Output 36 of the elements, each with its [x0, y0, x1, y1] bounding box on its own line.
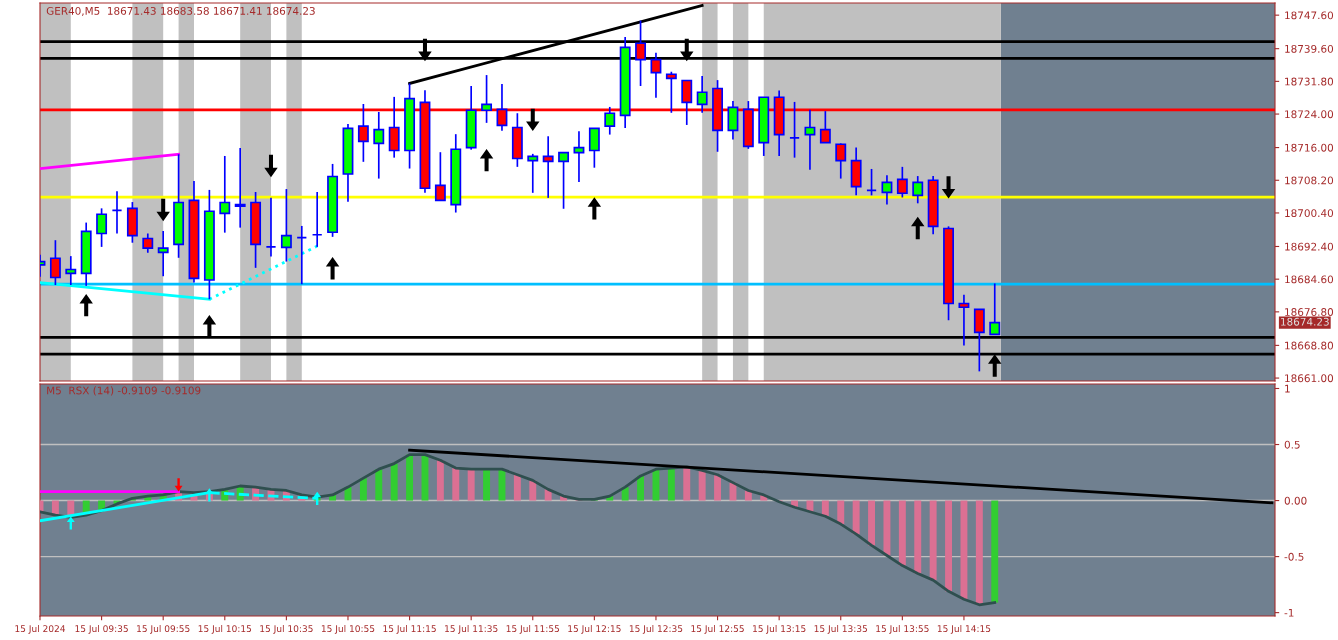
x-tick-label: 15 Jul 13:55: [876, 625, 929, 634]
y-tick-label: 18708.20: [1285, 176, 1334, 185]
y-tick-label: 18716.00: [1285, 143, 1334, 152]
chart-title: GER40,M5 18671.43 18683.58 18671.41 18674.23: [46, 6, 315, 16]
y-tick-label: 18676.80: [1285, 308, 1334, 316]
x-tick-label: 15 Jul 11:15: [383, 625, 436, 634]
x-tick-label: 15 Jul 2024: [15, 625, 66, 634]
y-tick-label: 18700.40: [1285, 209, 1334, 218]
x-tick-label: 15 Jul 11:35: [445, 625, 498, 634]
x-tick-label: 15 Jul 10:35: [260, 625, 313, 634]
y-tick-label: 18668.80: [1285, 341, 1334, 350]
y-tick-label: 18684.60: [1285, 275, 1334, 284]
y-tick-label: 18731.80: [1285, 77, 1334, 86]
y-tick-label: 18739.60: [1285, 44, 1334, 53]
x-tick-label: 15 Jul 09:35: [75, 625, 128, 634]
y-tick-label: 18747.60: [1285, 11, 1334, 20]
x-tick-label: 15 Jul 10:55: [321, 625, 375, 634]
x-tick-label: 15 Jul 12:35: [629, 625, 683, 634]
text: 18674.23: [1281, 317, 1329, 326]
x-tick-label: 15 Jul 11:55: [506, 625, 560, 634]
x-tick-label: 15 Jul 10:15: [198, 625, 252, 634]
x-tick-label: 15 Jul 09:55: [137, 625, 190, 634]
x-tick-label: 15 Jul 13:15: [753, 625, 806, 634]
x-tick-label: 15 Jul 12:55: [691, 625, 744, 634]
x-tick-label: 15 Jul 12:15: [568, 625, 621, 634]
y-tick-label: 18724.00: [1285, 110, 1334, 119]
y-tick-label: 18661.00: [1285, 374, 1334, 383]
y-tick-label: 0.5: [1284, 440, 1300, 449]
y-tick-label: -1: [1284, 609, 1294, 617]
y-tick-label: 0.00: [1284, 496, 1307, 505]
x-tick-label: 15 Jul 13:35: [814, 625, 868, 634]
chart-title: M5 RSX (14) -0.9109 -0.9109: [47, 386, 201, 396]
y-tick-label: -0.5: [1284, 552, 1304, 561]
y-tick-label: 1: [1285, 384, 1290, 393]
y-tick-label: 18692.40: [1285, 242, 1334, 251]
x-tick-label: 15 Jul 14:15: [937, 625, 991, 634]
